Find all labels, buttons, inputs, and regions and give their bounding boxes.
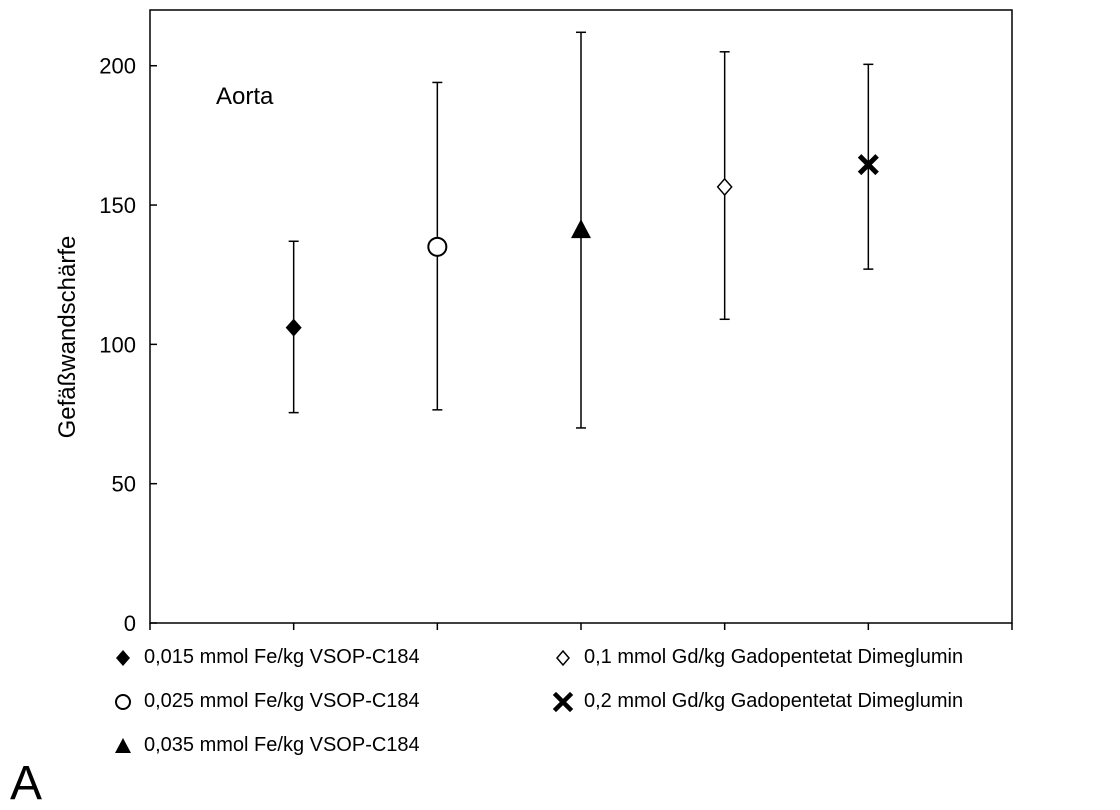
legend-marker-circle-open [115, 693, 131, 710]
chart: 0 50 100 150 200 Aorta Gefäßwandschärfe [54, 9, 1013, 636]
legend: 0,015 mmol Fe/kg VSOP-C184 0,025 mmol Fe… [112, 644, 1112, 781]
y-tick-label: 200 [99, 54, 136, 79]
legend-label: 0,035 mmol Fe/kg VSOP-C184 [144, 734, 420, 756]
y-ticks: 0 50 100 150 200 [99, 54, 157, 636]
y-tick-label: 50 [112, 472, 136, 497]
data-point [571, 219, 591, 239]
panel-letter: A [10, 757, 43, 810]
legend-marker-diamond-open [556, 649, 570, 666]
y-axis-label: Gefäßwandschärfe [54, 236, 81, 439]
x-ticks [149, 623, 1013, 630]
data-point [857, 154, 879, 176]
legend-marker-x-bold [552, 691, 574, 712]
legend-marker-diamond-filled [116, 649, 130, 666]
legend-marker-triangle-filled [115, 737, 131, 753]
legend-label: 0,025 mmol Fe/kg VSOP-C184 [144, 690, 420, 712]
y-tick-label: 150 [99, 193, 136, 218]
data-marks [285, 31, 879, 429]
data-point [716, 177, 733, 197]
data-point [427, 236, 448, 257]
legend-item: 0,1 mmol Gd/kg Gadopentetat Dimeglumin [552, 646, 963, 669]
legend-label: 0,2 mmol Gd/kg Gadopentetat Dimeglumin [584, 690, 964, 712]
legend-item: 0,2 mmol Gd/kg Gadopentetat Dimeglumin [552, 690, 963, 713]
legend-label: 0,015 mmol Fe/kg VSOP-C184 [144, 646, 420, 668]
y-tick-label: 0 [124, 611, 136, 636]
legend-item: 0,015 mmol Fe/kg VSOP-C184 [112, 646, 420, 669]
y-tick-label: 100 [99, 332, 136, 357]
legend-item: 0,025 mmol Fe/kg VSOP-C184 [112, 690, 420, 713]
chart-annotation: Aorta [216, 83, 274, 110]
legend-label: 0,1 mmol Gd/kg Gadopentetat Dimeglumin [584, 646, 964, 668]
data-point [285, 318, 302, 337]
legend-item: 0,035 mmol Fe/kg VSOP-C184 [112, 734, 420, 757]
